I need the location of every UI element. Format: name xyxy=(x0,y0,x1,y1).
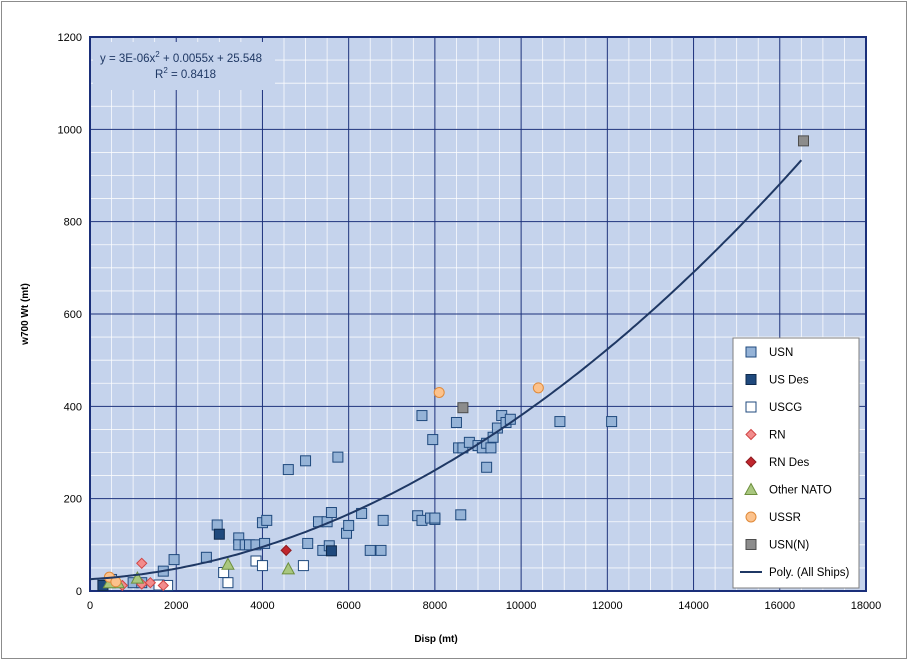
legend-marker-rn xyxy=(745,428,757,441)
point-usn xyxy=(364,544,376,556)
point-ussr xyxy=(532,382,544,394)
point-usn xyxy=(343,519,355,531)
point-usn xyxy=(455,509,467,521)
point-rn xyxy=(144,576,157,589)
point-ussr xyxy=(433,386,445,398)
point-usn xyxy=(450,416,462,428)
point-usn xyxy=(302,537,314,549)
legend-label-rn: RN xyxy=(769,430,786,442)
point-uscg xyxy=(256,560,268,572)
x-tick-label: 14000 xyxy=(678,600,709,612)
point-usn xyxy=(377,514,389,526)
legend-marker-us-des xyxy=(745,374,757,385)
point-usn xyxy=(325,507,337,519)
gridlines xyxy=(89,36,867,592)
legend-label-usn: USN xyxy=(769,347,793,359)
point-us-des xyxy=(213,528,225,540)
x-tick-label: 4000 xyxy=(250,600,274,612)
point-usn xyxy=(481,461,493,473)
y-tick-label: 1000 xyxy=(58,124,82,136)
point-usn xyxy=(554,416,566,428)
equation-box xyxy=(93,42,275,90)
plot-border xyxy=(89,36,867,592)
legend-marker-uscg xyxy=(745,401,757,413)
legend-marker-usn xyxy=(745,346,757,358)
point-other-nato xyxy=(281,561,296,575)
point-usn xyxy=(211,519,223,531)
y-tick-label: 1200 xyxy=(58,32,82,44)
y-tick-label: 0 xyxy=(76,586,82,598)
point-usn xyxy=(300,455,312,467)
legend-label-rn-des: RN Des xyxy=(769,457,810,469)
x-tick-label: 10000 xyxy=(506,600,537,612)
x-tick-label: 2000 xyxy=(164,600,188,612)
x-axis-title: Disp (mt) xyxy=(414,634,457,645)
point-usn xyxy=(168,554,180,566)
point-us-des xyxy=(325,545,337,557)
legend-label-usn-n: USN(N) xyxy=(769,540,809,552)
x-tick-label: 12000 xyxy=(592,600,623,612)
point-usn xyxy=(485,442,497,454)
point-usn-n xyxy=(457,402,469,414)
y-tick-label: 600 xyxy=(64,309,82,321)
y-tick-label: 400 xyxy=(64,401,82,413)
point-usn xyxy=(427,434,439,446)
point-rn-des xyxy=(280,544,292,557)
point-other-nato xyxy=(130,571,145,584)
data-points xyxy=(97,135,809,592)
y-tick-label: 200 xyxy=(64,494,82,506)
x-tick-label: 0 xyxy=(87,600,93,612)
point-usn xyxy=(261,514,273,526)
legend-label-us-des: US Des xyxy=(769,375,809,387)
x-tick-label: 18000 xyxy=(851,600,882,612)
point-other-nato xyxy=(221,557,235,570)
legend-marker-ussr xyxy=(745,511,757,523)
point-usn xyxy=(259,537,271,549)
point-usn-n xyxy=(797,135,809,147)
y-axis-title: w700 Wt (mt) xyxy=(20,283,31,346)
trend-r2: R2 = 0.8418 xyxy=(155,66,216,81)
point-usn xyxy=(606,416,618,428)
x-tick-label: 16000 xyxy=(764,600,795,612)
legend-marker-rn-des xyxy=(745,456,757,468)
legend-marker-usn-n xyxy=(745,539,757,550)
point-rn xyxy=(157,579,169,592)
point-uscg xyxy=(297,560,309,572)
point-usn xyxy=(416,410,428,422)
x-tick-label: 8000 xyxy=(423,600,447,612)
trend-equation: y = 3E-06x2 + 0.0055x + 25.548 xyxy=(100,50,262,65)
point-usn xyxy=(375,544,387,556)
point-rn xyxy=(136,557,148,570)
legend-label-other-nato: Other NATO xyxy=(769,485,832,497)
y-axis-ticks: 0 200 400 600 800 1000 1200 xyxy=(58,32,82,598)
y-tick-label: 800 xyxy=(64,217,82,229)
point-usn xyxy=(282,464,294,476)
legend-marker-other-nato xyxy=(744,482,758,495)
x-axis-ticks: 0 2000 4000 6000 8000 10000 12000 14000 16000 180… xyxy=(87,600,881,612)
point-usn xyxy=(429,512,441,524)
point-usn xyxy=(332,451,344,463)
point-uscg xyxy=(222,577,234,589)
legend-label-trendline: Poly. (All Ships) xyxy=(769,567,849,579)
legend-label-ussr: USSR xyxy=(769,512,801,524)
x-tick-label: 6000 xyxy=(336,600,360,612)
trendline xyxy=(89,159,803,581)
legend: USN US Des USCG RN RN Des Other NATO USSR USN(N… xyxy=(740,346,849,579)
legend-label-uscg: USCG xyxy=(769,402,802,414)
